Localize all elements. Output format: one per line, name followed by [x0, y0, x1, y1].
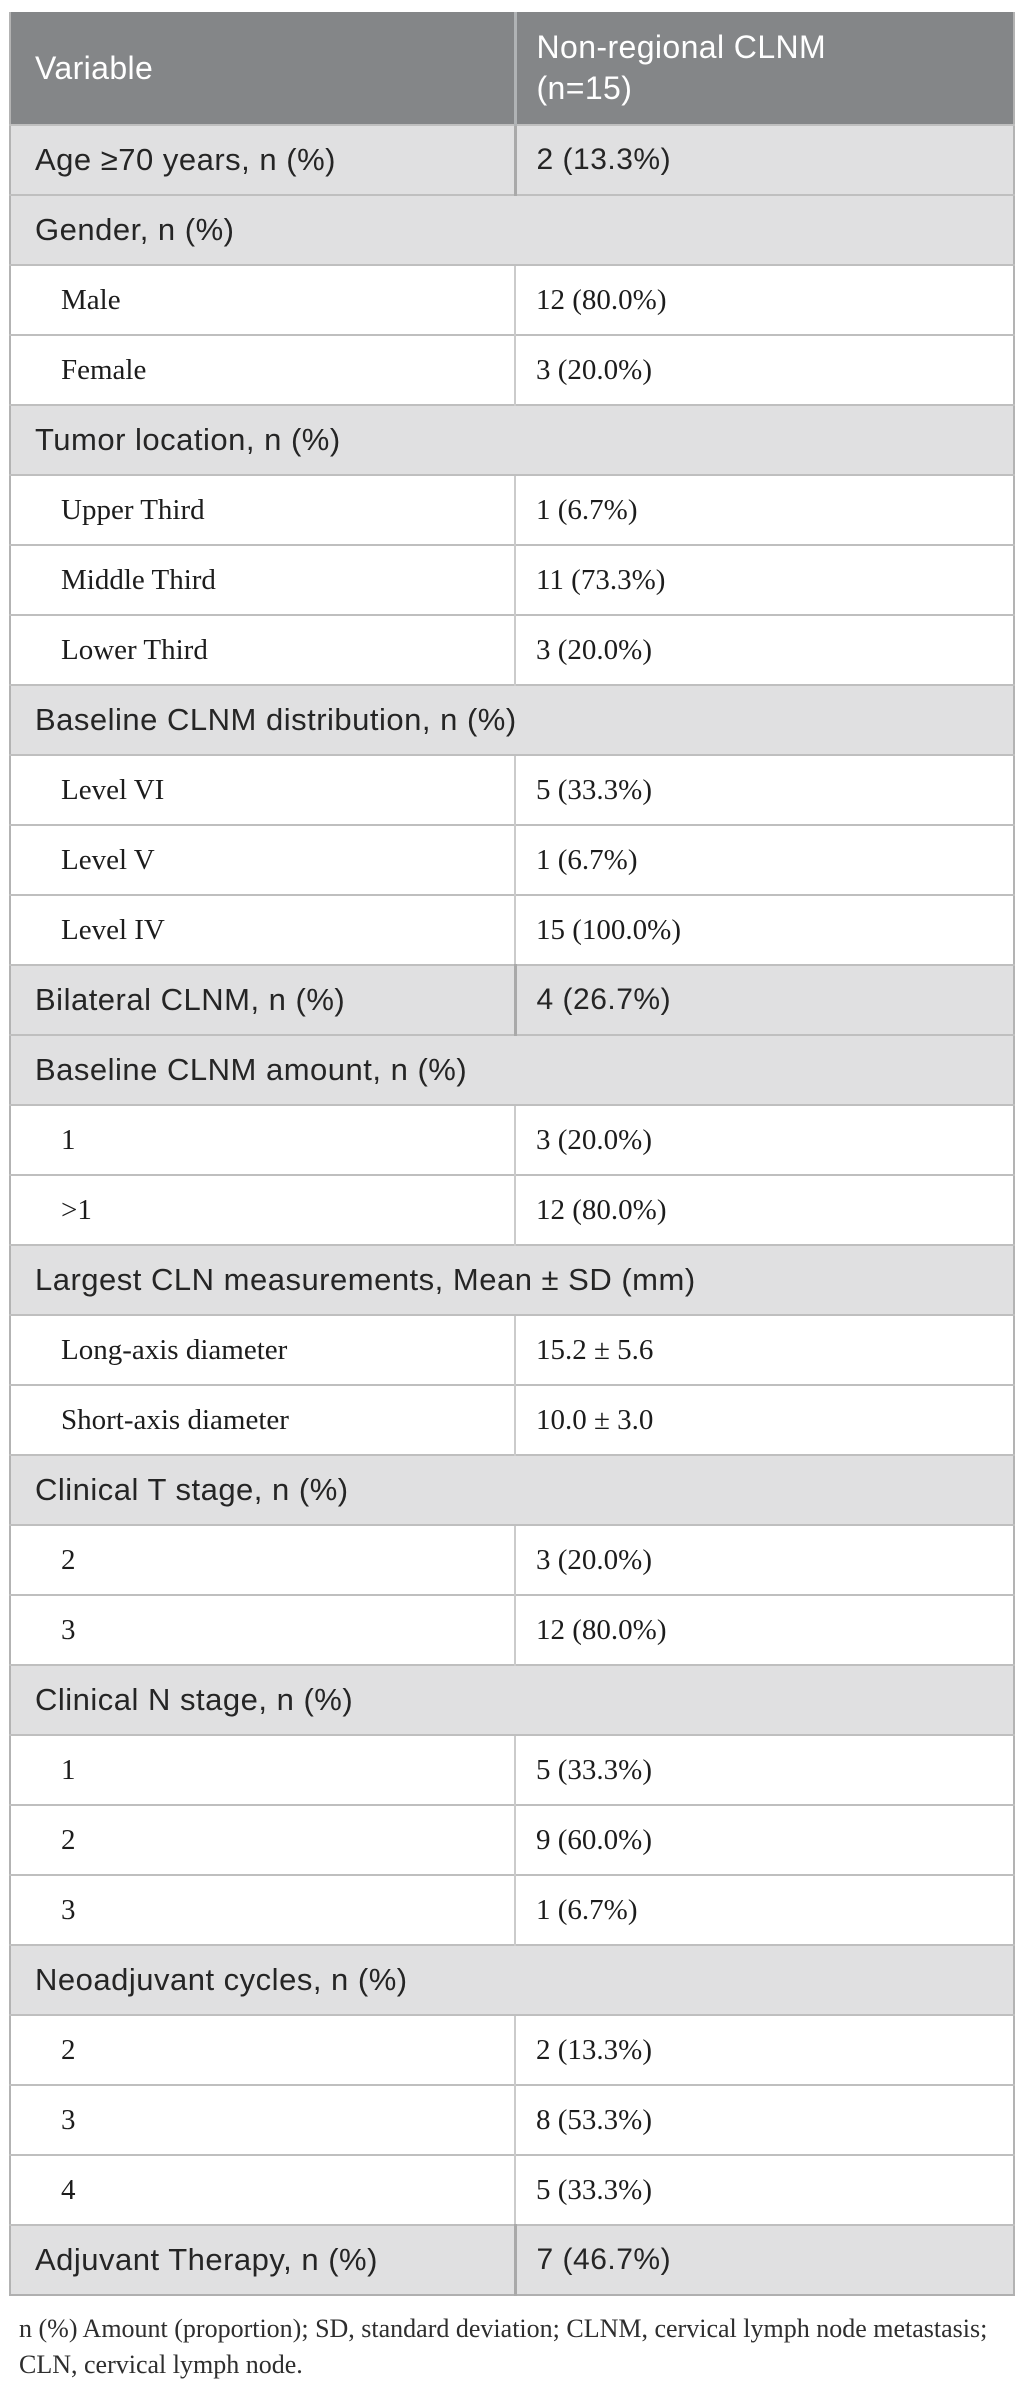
row-value: 2 (13.3%)	[513, 124, 1014, 195]
row-value: 4 (26.7%)	[513, 964, 1014, 1035]
row-label: Bilateral CLNM, n (%)	[10, 964, 515, 1035]
row-label: 3	[10, 1594, 515, 1665]
footnote-line-2: CLN, cervical lymph node.	[19, 2350, 303, 2379]
row-value: 2 (13.3%)	[514, 2014, 1014, 2085]
table-row: Lower Third 3 (20.0%)	[10, 614, 1014, 685]
row-value: 9 (60.0%)	[514, 1804, 1014, 1875]
row-value: 15.2 ± 5.6	[514, 1314, 1014, 1385]
row-label: >1	[10, 1174, 515, 1245]
section-row: Clinical T stage, n (%)	[10, 1454, 1014, 1525]
row-value: 12 (80.0%)	[514, 264, 1014, 335]
row-value: 3 (20.0%)	[514, 1104, 1014, 1175]
row-label: 4	[10, 2154, 515, 2225]
table-row: Level VI 5 (33.3%)	[10, 754, 1014, 825]
row-label: 1	[10, 1734, 515, 1805]
row-label: Male	[10, 264, 515, 335]
row-label: Level IV	[10, 894, 515, 965]
section-label: Baseline CLNM distribution, n (%)	[10, 684, 1014, 755]
row-label: Female	[10, 334, 515, 405]
row-label: 3	[10, 2084, 515, 2155]
column-header-variable: Variable	[10, 12, 515, 125]
table-row: Adjuvant Therapy, n (%) 7 (46.7%)	[10, 2224, 1014, 2295]
row-label: Lower Third	[10, 614, 515, 685]
row-value: 1 (6.7%)	[514, 474, 1014, 545]
row-label: Short-axis diameter	[10, 1384, 515, 1455]
section-row: Tumor location, n (%)	[10, 404, 1014, 475]
row-label: 1	[10, 1104, 515, 1175]
table-row: Bilateral CLNM, n (%) 4 (26.7%)	[10, 964, 1014, 1035]
row-label: Adjuvant Therapy, n (%)	[10, 2224, 515, 2295]
table-row: >1 12 (80.0%)	[10, 1174, 1014, 1245]
row-value: 7 (46.7%)	[513, 2224, 1014, 2295]
table-row: Long-axis diameter 15.2 ± 5.6	[10, 1314, 1014, 1385]
table-header-row: Variable Non-regional CLNM (n=15)	[10, 12, 1014, 125]
row-label: Level VI	[10, 754, 515, 825]
row-value: 1 (6.7%)	[514, 824, 1014, 895]
section-label: Tumor location, n (%)	[10, 404, 1014, 475]
row-label: Middle Third	[10, 544, 515, 615]
row-value: 5 (33.3%)	[514, 2154, 1014, 2225]
row-label: Long-axis diameter	[10, 1314, 515, 1385]
footnote-line-1: n (%) Amount (proportion); SD, standard …	[19, 2314, 988, 2343]
baseline-characteristics-table-figure: Variable Non-regional CLNM (n=15) Age ≥7…	[9, 12, 1015, 2383]
section-row: Gender, n (%)	[10, 194, 1014, 265]
row-value: 8 (53.3%)	[514, 2084, 1014, 2155]
section-row: Baseline CLNM amount, n (%)	[10, 1034, 1014, 1105]
row-label: Upper Third	[10, 474, 515, 545]
table-body: Age ≥70 years, n (%) 2 (13.3%) Gender, n (…	[10, 124, 1014, 2295]
row-value: 3 (20.0%)	[514, 614, 1014, 685]
row-value: 15 (100.0%)	[514, 894, 1014, 965]
table-footnote: n (%) Amount (proportion); SD, standard …	[19, 2311, 1009, 2383]
column-header-non-regional-clnm: Non-regional CLNM (n=15)	[513, 12, 1014, 125]
row-value: 10.0 ± 3.0	[514, 1384, 1014, 1455]
table-row: Age ≥70 years, n (%) 2 (13.3%)	[10, 124, 1014, 195]
section-row: Largest CLN measurements, Mean ± SD (mm)	[10, 1244, 1014, 1315]
row-value: 12 (80.0%)	[514, 1174, 1014, 1245]
section-row: Clinical N stage, n (%)	[10, 1664, 1014, 1735]
row-label: Level V	[10, 824, 515, 895]
row-value: 3 (20.0%)	[514, 1524, 1014, 1595]
row-label: 3	[10, 1874, 515, 1945]
table-row: Level IV 15 (100.0%)	[10, 894, 1014, 965]
table-row: Middle Third 11 (73.3%)	[10, 544, 1014, 615]
row-value: 12 (80.0%)	[514, 1594, 1014, 1665]
row-value: 11 (73.3%)	[514, 544, 1014, 615]
row-value: 1 (6.7%)	[514, 1874, 1014, 1945]
section-label: Neoadjuvant cycles, n (%)	[10, 1944, 1014, 2015]
table-row: Short-axis diameter 10.0 ± 3.0	[10, 1384, 1014, 1455]
table-row: Male 12 (80.0%)	[10, 264, 1014, 335]
table-row: Upper Third 1 (6.7%)	[10, 474, 1014, 545]
section-label: Largest CLN measurements, Mean ± SD (mm)	[10, 1244, 1014, 1315]
section-label: Clinical T stage, n (%)	[10, 1454, 1014, 1525]
row-label: 2	[10, 1804, 515, 1875]
row-label: 2	[10, 1524, 515, 1595]
section-label: Gender, n (%)	[10, 194, 1014, 265]
stats-table: Variable Non-regional CLNM (n=15) Age ≥7…	[9, 12, 1015, 2296]
row-value: 3 (20.0%)	[514, 334, 1014, 405]
row-label: Age ≥70 years, n (%)	[10, 124, 515, 195]
row-value: 5 (33.3%)	[514, 754, 1014, 825]
row-value: 5 (33.3%)	[514, 1734, 1014, 1805]
table-row: Female 3 (20.0%)	[10, 334, 1014, 405]
table-row: 3 12 (80.0%)	[10, 1594, 1014, 1665]
row-label: 2	[10, 2014, 515, 2085]
section-label: Clinical N stage, n (%)	[10, 1664, 1014, 1735]
section-row: Baseline CLNM distribution, n (%)	[10, 684, 1014, 755]
section-row: Neoadjuvant cycles, n (%)	[10, 1944, 1014, 2015]
section-label: Baseline CLNM amount, n (%)	[10, 1034, 1014, 1105]
